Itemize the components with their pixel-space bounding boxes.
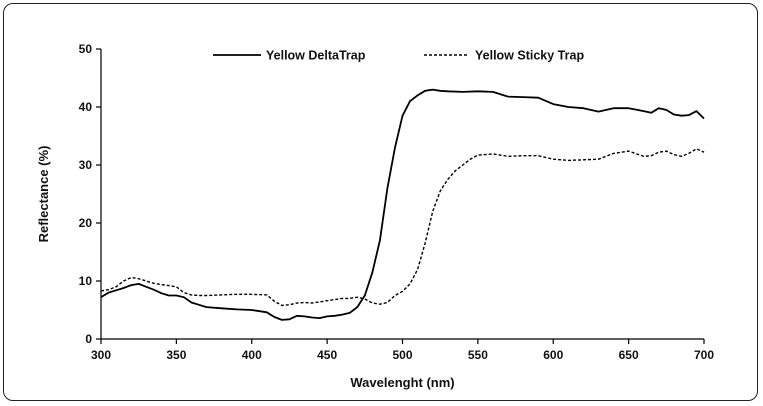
y-tick-label: 30 (79, 158, 93, 172)
axes: 300 350 400 450 500 550 600 650 700 0 10 20 30 40 50 (79, 42, 715, 362)
y-tick-label: 50 (79, 42, 93, 56)
x-tick-label: 700 (694, 348, 714, 362)
x-axis-title: Wavelenght (nm) (350, 375, 454, 390)
x-tick-label: 500 (392, 348, 412, 362)
series-line-1 (100, 88, 705, 321)
legend-label-2: Yellow Sticky Trap (475, 49, 584, 63)
x-tick-label: 400 (242, 348, 262, 362)
legend-label-1: Yellow DeltaTrap (266, 49, 366, 63)
y-tick-label: 0 (85, 332, 92, 346)
x-tick-label: 650 (619, 348, 639, 362)
chart-frame (3, 3, 758, 401)
x-tick-label: 600 (543, 348, 563, 362)
y-tick-label: 20 (79, 216, 93, 230)
y-tick-label: 40 (79, 100, 93, 114)
legend: Yellow DeltaTrap Yellow Sticky Trap (213, 49, 584, 63)
x-tick-label: 550 (468, 348, 488, 362)
x-tick-label: 450 (317, 348, 337, 362)
y-tick-label: 10 (79, 274, 93, 288)
y-axis-title: Reflectance (%) (36, 146, 51, 243)
x-tick-label: 350 (166, 348, 186, 362)
x-tick-label: 300 (91, 348, 111, 362)
series-layer (100, 88, 705, 321)
series-line-2 (100, 148, 705, 307)
